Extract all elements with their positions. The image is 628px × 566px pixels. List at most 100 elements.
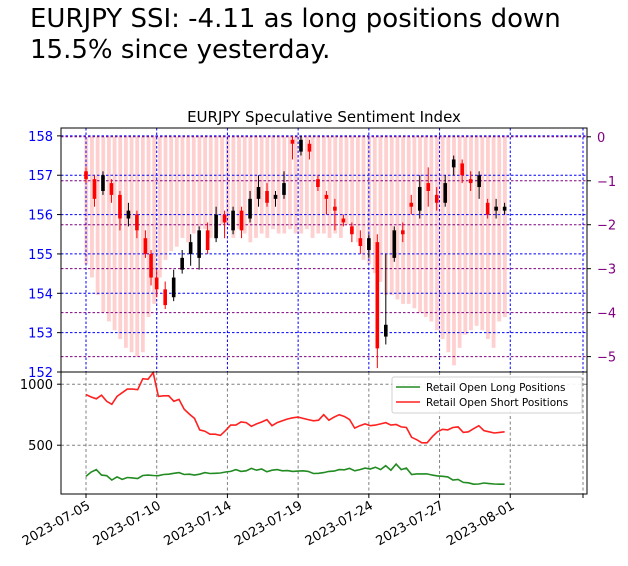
- ssi-bar: [254, 136, 258, 238]
- candle-body: [502, 206, 507, 211]
- ssi-bar: [469, 136, 473, 331]
- ssi-tick-label: −3: [597, 263, 616, 278]
- ssi-bar: [186, 136, 191, 243]
- ssi-bar: [350, 136, 355, 234]
- ssi-bar: [338, 136, 343, 238]
- ssi-bar: [248, 136, 253, 243]
- candle-body: [109, 183, 114, 195]
- ssi-bar: [208, 136, 213, 238]
- candle-body: [392, 230, 397, 258]
- candle-body: [273, 194, 278, 199]
- candle-body: [197, 230, 201, 258]
- candle-body: [163, 289, 167, 306]
- date-tick-label: 2023-07-19: [232, 498, 305, 549]
- price-tick-label: 152: [28, 366, 53, 381]
- ssi-bar: [174, 136, 179, 247]
- candle-body: [367, 238, 371, 250]
- positions-tick-label: 1000: [20, 378, 53, 393]
- ssi-bar: [140, 136, 145, 353]
- ssi-bar: [237, 136, 241, 230]
- candle-body: [485, 202, 490, 215]
- candle-body: [84, 171, 88, 180]
- date-tick-label: 2023-07-05: [20, 498, 93, 549]
- ssi-bar: [95, 136, 100, 296]
- ssi-bar: [389, 136, 394, 296]
- price-tick-label: 156: [28, 209, 53, 224]
- ssi-bar: [378, 136, 383, 282]
- ssi-bar: [333, 136, 338, 234]
- candle-body: [282, 183, 286, 195]
- date-axis: 2023-07-052023-07-102023-07-142023-07-19…: [20, 494, 584, 549]
- ssi-bar: [276, 136, 281, 234]
- ssi-bar: [146, 136, 151, 318]
- ssi-bar: [372, 136, 377, 274]
- price-tick-label: 153: [28, 327, 53, 342]
- candle-body: [92, 179, 97, 199]
- ssi-bar: [259, 136, 264, 234]
- candle-body: [135, 214, 139, 231]
- candle-body: [214, 214, 218, 239]
- candle-body: [494, 206, 498, 211]
- ssi-bar: [435, 136, 439, 331]
- legend-box: [391, 376, 583, 414]
- candle-body: [222, 214, 227, 223]
- ssi-bar: [395, 136, 400, 300]
- candle-body: [400, 230, 405, 235]
- ssi-bar: [497, 136, 502, 322]
- ssi-bar: [503, 136, 507, 318]
- price-tick-label: 157: [28, 169, 53, 184]
- ssi-bar: [242, 136, 247, 234]
- candle-body: [231, 210, 235, 231]
- candle-body: [126, 210, 131, 219]
- price-tick-label: 155: [28, 248, 53, 263]
- headline: EURJPY SSI: -4.11 as long positions down…: [30, 4, 561, 65]
- legend-label: Retail Open Long Positions: [426, 382, 566, 394]
- ssi-bar: [197, 136, 202, 230]
- ssi-tick-label: −5: [597, 351, 616, 366]
- candle-body: [350, 226, 354, 235]
- ssi-bar: [440, 136, 445, 340]
- ssi-bar: [474, 136, 479, 326]
- candle-body: [248, 198, 252, 219]
- candle-body: [265, 190, 269, 203]
- ssi-bar: [429, 136, 434, 322]
- ssi-tick-label: 0: [597, 131, 605, 146]
- ssi-bar: [169, 136, 174, 252]
- ssi-bar: [203, 136, 207, 230]
- ssi-bar: [355, 136, 360, 243]
- ssi-bar: [361, 136, 366, 260]
- candle-body: [451, 159, 456, 168]
- candle-body: [333, 206, 337, 211]
- candle-body: [118, 194, 122, 219]
- ssi-bar: [423, 136, 428, 318]
- ssi-bar: [384, 136, 389, 296]
- ssi-bar: [452, 136, 456, 366]
- ssi-bar: [406, 136, 411, 304]
- ssi-bar: [231, 136, 236, 238]
- short-positions-line: [85, 370, 505, 444]
- candle-body: [188, 242, 193, 254]
- candle-body: [324, 194, 329, 199]
- candle-body: [256, 187, 261, 199]
- candle-body: [434, 194, 439, 203]
- candle-body: [154, 277, 159, 290]
- ssi-tick-label: −2: [597, 219, 616, 234]
- ssi-tick-label: −4: [597, 307, 616, 322]
- candle-body: [290, 139, 295, 144]
- candle-body: [171, 277, 176, 298]
- positions-panel: 500 1000: [20, 370, 588, 495]
- ssi-bar: [463, 136, 468, 335]
- ssi-bar: [180, 136, 185, 238]
- price-tick-label: 154: [28, 287, 53, 302]
- ssi-bar: [412, 136, 417, 309]
- date-tick-label: 2023-07-24: [303, 498, 376, 549]
- candle-body: [384, 324, 388, 337]
- ssi-bar: [123, 136, 128, 348]
- ssi-bar: [480, 136, 485, 331]
- ssi-bar: [486, 136, 490, 340]
- ssi-bar: [321, 136, 326, 234]
- ssi-bar: [135, 136, 140, 357]
- candle-body: [417, 187, 422, 211]
- ssi-bar: [418, 136, 422, 313]
